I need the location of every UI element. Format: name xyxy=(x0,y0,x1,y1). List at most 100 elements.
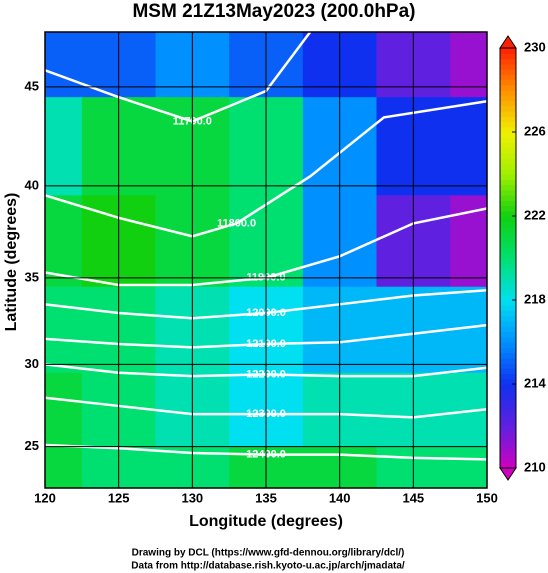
y-tick-label: 25 xyxy=(25,438,39,453)
colorbar-segment xyxy=(500,142,516,149)
x-tick-label: 135 xyxy=(255,490,277,505)
footer-line: Drawing by DCL (https://www.gfd-dennou.o… xyxy=(132,548,405,559)
colorbar-segment xyxy=(500,90,516,96)
colorbar-segment xyxy=(500,158,516,165)
colorbar-segment xyxy=(500,221,516,228)
colorbar-segment xyxy=(500,48,516,54)
colorbar-segment xyxy=(500,315,516,322)
colorbar-segment xyxy=(500,389,516,396)
colorbar-segment xyxy=(500,231,516,238)
colorbar-segment xyxy=(500,237,516,243)
colorbar-segment xyxy=(500,210,516,217)
x-tick-label: 145 xyxy=(402,490,424,505)
colorbar-tick-label: 222 xyxy=(524,207,546,222)
contour-label: 11800.0 xyxy=(217,217,256,229)
colorbar-segment xyxy=(500,205,516,212)
colorbar-tick-label: 226 xyxy=(524,123,546,138)
colorbar-segment xyxy=(500,179,516,186)
field-cell xyxy=(450,286,487,374)
colorbar-segment xyxy=(500,284,516,291)
colorbar-segment xyxy=(500,305,516,312)
colorbar-tick-label: 210 xyxy=(524,459,546,474)
colorbar-tick-label: 214 xyxy=(524,375,546,390)
colorbar-segment xyxy=(500,405,516,411)
colorbar-segment xyxy=(500,447,516,453)
colorbar-segment xyxy=(500,384,516,390)
colorbar-segment xyxy=(500,289,516,296)
x-tick-label: 140 xyxy=(329,490,351,505)
footer-line: Data from http://database.rish.kyoto-u.a… xyxy=(131,561,405,572)
colorbar-segment xyxy=(500,347,516,354)
colorbar-segment xyxy=(500,174,516,180)
colorbar-segment xyxy=(500,331,516,338)
colorbar-segment xyxy=(500,378,516,385)
colorbar-segment xyxy=(500,410,516,417)
field-cell xyxy=(450,32,487,98)
colorbar-segment xyxy=(500,195,516,201)
colorbar-tick-label: 218 xyxy=(524,291,546,306)
colorbar-segment xyxy=(500,168,516,175)
colorbar-segment xyxy=(500,132,516,138)
colorbar-segment xyxy=(500,53,516,60)
x-tick-label: 120 xyxy=(34,490,56,505)
colorbar-segment xyxy=(500,58,516,65)
colorbar-segment xyxy=(500,226,516,233)
colorbar-segment xyxy=(500,321,516,327)
y-tick-label: 30 xyxy=(25,356,39,371)
colorbar-segment xyxy=(500,137,516,144)
y-axis-label: Latitude (degrees) xyxy=(3,193,20,332)
field-cell xyxy=(45,97,83,196)
colorbar-segment xyxy=(500,457,516,464)
colorbar-tick-label: 230 xyxy=(524,39,546,54)
colorbar: 210 214 218 222 226 230 xyxy=(499,35,546,481)
colorbar-segment xyxy=(500,242,516,249)
colorbar-segment xyxy=(500,111,516,117)
colorbar-end xyxy=(499,467,517,481)
colorbar-frame xyxy=(499,47,517,469)
colorbar-segment xyxy=(500,368,516,375)
x-axis-label: Longitude (degrees) xyxy=(189,513,343,530)
field-cell xyxy=(45,372,83,448)
colorbar-segment xyxy=(500,342,516,348)
colorbar-segment xyxy=(500,216,516,222)
colorbar-segment xyxy=(500,373,516,380)
colorbar-segment xyxy=(500,399,516,406)
colorbar-segment xyxy=(500,363,516,369)
x-tick-label: 150 xyxy=(476,490,498,505)
colorbar-segment xyxy=(500,273,516,280)
colorbar-segment xyxy=(500,63,516,70)
colorbar-segment xyxy=(500,436,516,443)
colorbar-segment xyxy=(500,69,516,75)
colorbar-segment xyxy=(500,426,516,432)
colorbar-segment xyxy=(500,147,516,154)
colorbar-segment xyxy=(500,268,516,275)
colorbar-segment xyxy=(500,184,516,191)
colorbar-segment xyxy=(500,95,516,102)
colorbar-segment xyxy=(500,258,516,264)
colorbar-segment xyxy=(500,74,516,81)
colorbar-segment xyxy=(500,462,516,469)
chart-title: MSM 21Z13May2023 (200.0hPa) xyxy=(132,1,415,22)
colorbar-segment xyxy=(500,105,516,112)
field-cell xyxy=(450,446,487,488)
colorbar-segment xyxy=(500,100,516,107)
colorbar-segment xyxy=(500,116,516,123)
colorbar-segment xyxy=(500,200,516,207)
colorbar-end xyxy=(499,35,517,49)
x-tick-label: 130 xyxy=(181,490,203,505)
colorbar-segment xyxy=(500,294,516,301)
colorbar-segment xyxy=(500,336,516,343)
colorbar-segment xyxy=(500,420,516,427)
colorbar-segment xyxy=(500,431,516,438)
field-cell xyxy=(450,195,487,288)
colorbar-segment xyxy=(500,415,516,422)
colorbar-segment xyxy=(500,126,516,133)
colorbar-segment xyxy=(500,79,516,86)
colorbar-segment xyxy=(500,441,516,448)
colorbar-segment xyxy=(500,300,516,306)
y-tick-label: 40 xyxy=(25,177,39,192)
colorbar-segment xyxy=(500,84,516,91)
colorbar-segment xyxy=(500,247,516,254)
colorbar-segment xyxy=(500,163,516,170)
field-cell xyxy=(450,97,487,196)
